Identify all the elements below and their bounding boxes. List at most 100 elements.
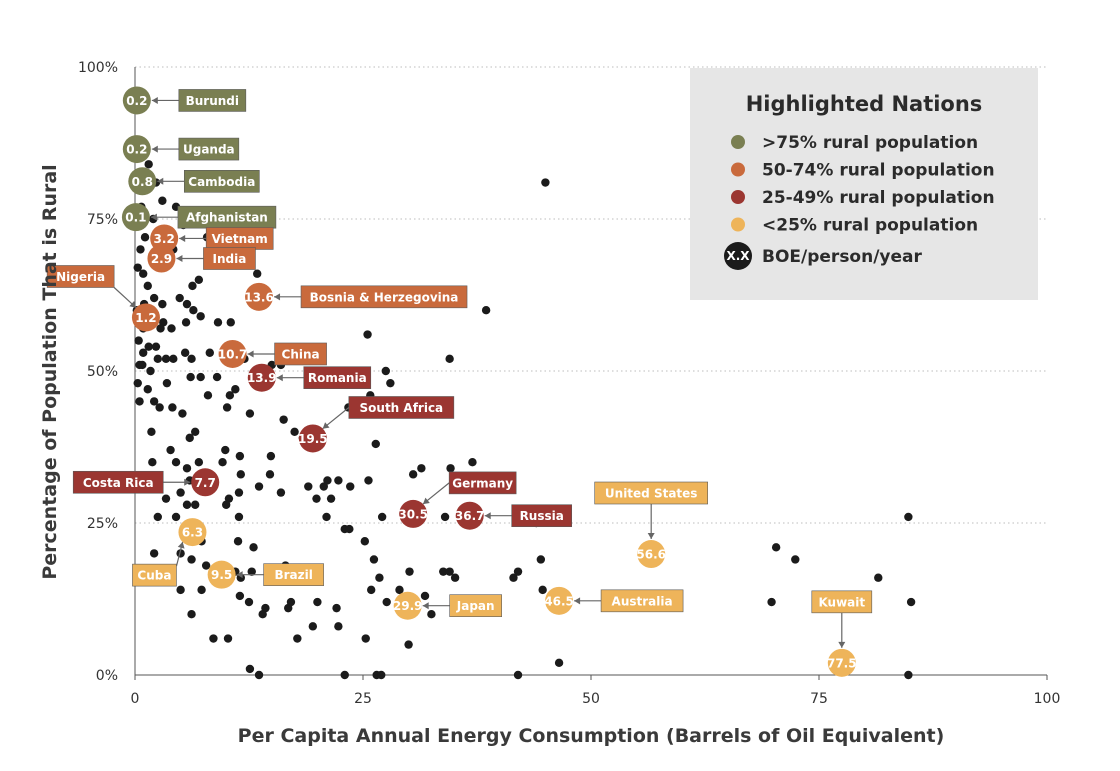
data-point [186,372,195,382]
country-label: Romania [308,371,367,385]
data-point [182,464,192,473]
data-point [361,634,370,643]
data-point [312,494,321,503]
data-point [144,160,153,169]
data-point [187,610,196,619]
data-point [138,360,147,370]
data-point [364,476,373,485]
data-point [334,476,343,485]
y-tick-label: 0% [96,668,118,684]
country-label-box [449,594,502,617]
data-point [135,397,144,406]
data-point [332,603,341,613]
data-point [541,178,550,187]
legend-boe-symbol [724,242,752,270]
data-point [176,488,185,497]
legend-item-label: BOE/person/year [762,247,923,267]
country-label-box [72,470,164,494]
data-point [266,451,276,461]
data-point [149,549,159,558]
data-point [203,391,213,400]
highlight-bubble [245,282,274,311]
data-point [874,573,883,582]
data-point [147,427,156,436]
data-point [153,354,162,364]
highlight-bubble [455,501,484,530]
highlight-bubble [247,363,276,392]
country-label: Australia [612,594,673,608]
x-tick-label: 0 [131,691,140,707]
data-point [139,269,148,278]
leader-arrow [184,478,191,486]
legend-boe-symbol-text: X.X [726,249,750,263]
y-tick-label: 100% [78,60,118,76]
bubble-value: 13.9 [247,371,277,385]
bubble-value: 0.8 [132,175,153,189]
country-label-box [594,481,708,505]
bubble-value: 13.6 [244,290,274,304]
bubble-value: 19.5 [298,432,328,446]
bubble-value: 7.7 [195,476,216,490]
y-tick-label: 75% [87,212,118,228]
bubble-value: 36.7 [455,509,485,523]
data-point [440,512,450,522]
data-point [536,555,546,564]
data-point [276,488,286,497]
bubble-value: 9.5 [211,568,232,582]
leader-arrow [236,571,243,579]
data-point [244,597,254,607]
legend-swatch [731,217,745,232]
y-axis-title: Percentage of Population That is Rural [39,164,61,579]
data-point [169,354,178,364]
data-point [445,354,454,364]
data-point [190,500,200,509]
data-point [395,585,404,595]
leader-arrow [422,497,430,505]
data-point [904,670,913,680]
data-point [176,585,185,595]
country-label: Nigeria [56,270,105,284]
country-label: India [213,252,247,266]
country-label: Kuwait [818,595,865,609]
gridlines [135,66,1047,524]
country-label: Uganda [183,143,235,157]
data-point [450,573,460,582]
data-point [133,378,142,388]
x-tick-label: 100 [1034,691,1061,707]
bubble-value: 0.2 [126,94,147,108]
country-label: United States [605,487,698,501]
highlight-bubble [399,499,428,528]
country-label: Costa Rica [83,476,154,490]
legend-item-label: >75% rural population [762,133,978,153]
data-point [538,585,547,595]
data-point [166,445,175,455]
data-point [143,281,152,291]
leader-arrow [179,234,186,242]
data-point [513,670,523,680]
data-point [554,658,564,668]
country-label-box [46,265,115,288]
data-point [231,385,240,394]
bubble-value: 77.5 [827,656,857,670]
data-point [161,494,171,503]
leader-arrow [177,541,185,549]
highlight-bubble [637,540,666,569]
leader-lines [113,96,846,648]
highlight-bubble [131,303,160,332]
highlighted-bubbles: 0.2 0.2 0.8 0.1 3.2 2.9 13.6 1.2 10.7 13.9 19.5 7.7… [121,86,857,677]
data-point [176,549,185,558]
data-point [187,354,196,364]
data-point [222,500,231,509]
highlight-bubble [178,518,207,547]
data-point [904,512,913,522]
country-label-box [511,504,573,528]
data-point [417,464,426,473]
data-point [221,445,230,455]
data-point [313,597,322,607]
data-point [375,573,384,582]
data-point [149,397,159,406]
data-point [481,306,491,315]
data-point [225,391,235,400]
data-point [140,233,150,242]
data-point [404,640,413,649]
